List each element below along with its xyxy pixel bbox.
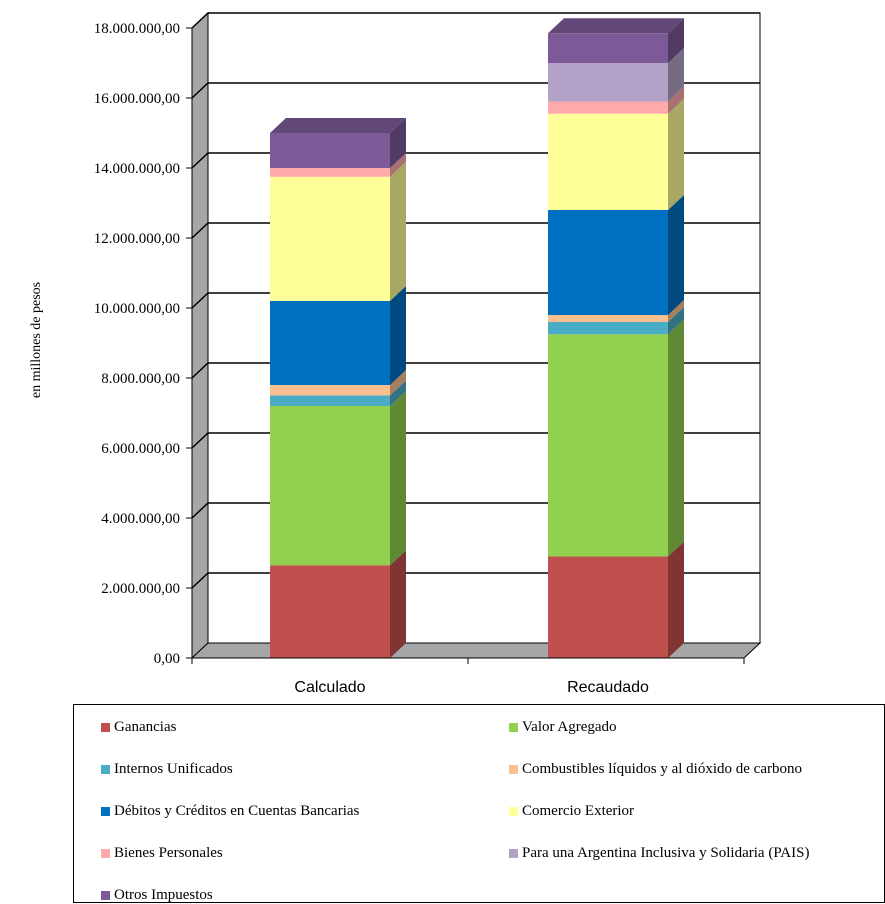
y-tick-label: 16.000.000,00 <box>94 91 180 107</box>
gridline <box>191 12 760 29</box>
x-category-labels: Calculado Recaudado <box>294 679 649 696</box>
legend-item: Débitos y Créditos en Cuentas Bancarias <box>101 803 359 820</box>
legend-swatch <box>509 723 518 732</box>
legend-swatch <box>509 849 518 858</box>
bar-segment-side <box>390 153 406 177</box>
bar-segment <box>270 395 390 406</box>
legend-swatch <box>101 849 110 858</box>
bar-segment-side <box>390 161 406 301</box>
bar-segment <box>270 406 390 566</box>
bar-segment-side <box>390 118 406 168</box>
legend-label: Para una Argentina Inclusiva y Solidaria… <box>522 845 810 861</box>
legend-swatch <box>509 765 518 774</box>
bar-segment <box>548 322 668 335</box>
bar-segment-side <box>390 286 406 385</box>
bar-segment-side <box>390 380 406 406</box>
bar-segment <box>270 168 390 177</box>
bar-segment-side <box>668 541 684 658</box>
legend-label: Otros Impuestos <box>114 887 213 903</box>
legend-item: Valor Agregado <box>509 719 617 736</box>
bar-segment <box>548 63 668 102</box>
y-tick-label: 2.000.000,00 <box>101 581 180 597</box>
legend-item: Bienes Personales <box>101 845 223 862</box>
legend-label: Internos Unificados <box>114 761 233 777</box>
bar-segment <box>548 113 668 210</box>
legend-label: Ganancias <box>114 719 177 735</box>
x-category-label: Recaudado <box>567 679 649 696</box>
legend-swatch <box>101 891 110 900</box>
legend-label: Combustibles líquidos y al dióxido de ca… <box>522 761 802 777</box>
bar-segment <box>270 385 390 396</box>
bar-segment-side <box>390 391 406 566</box>
legend-swatch <box>101 723 110 732</box>
bar-segment <box>548 101 668 114</box>
bar-segment-side <box>390 370 406 396</box>
legend-item: Otros Impuestos <box>101 887 213 904</box>
y-tick-labels: 0,00 2.000.000,00 4.000.000,00 6.000.000,00… <box>94 21 180 667</box>
bar-segment <box>270 301 390 385</box>
legend-item: Para una Argentina Inclusiva y Solidaria… <box>509 845 809 862</box>
legend-label: Débitos y Créditos en Cuentas Bancarias <box>114 803 360 819</box>
bar-segment-side <box>668 300 684 322</box>
bar-segment-side <box>668 307 684 335</box>
y-tick-label: 8.000.000,00 <box>101 371 180 387</box>
bar-segment-side <box>668 319 684 557</box>
bar-segment <box>548 33 668 63</box>
axes <box>186 27 745 664</box>
bar-segment-side <box>668 48 684 102</box>
legend-label: Bienes Personales <box>114 845 223 861</box>
bar-segment <box>548 315 668 322</box>
stacked-bar-chart: 0,00 2.000.000,00 4.000.000,00 6.000.000,00… <box>29 11 762 696</box>
legend-swatch <box>101 807 110 816</box>
legend-item: Combustibles líquidos y al dióxido de ca… <box>509 761 802 778</box>
bar-top-face <box>548 18 684 34</box>
bar-segment-side <box>668 86 684 114</box>
legend-item: Ganancias <box>101 719 176 736</box>
bar-segment <box>548 556 668 658</box>
y-tick-label: 12.000.000,00 <box>94 231 180 247</box>
legend: Ganancias Valor Agregado Internos Unificad… <box>73 704 885 903</box>
bar-segment-side <box>668 195 684 315</box>
side-wall <box>191 11 209 660</box>
y-tick-label: 18.000.000,00 <box>94 21 180 37</box>
bar-segment <box>270 565 390 658</box>
y-axis-label: en millones de pesos <box>29 282 44 398</box>
x-category-label: Calculado <box>294 679 365 696</box>
bar-segment-side <box>668 98 684 210</box>
legend-item: Comercio Exterior <box>509 803 634 820</box>
bars <box>270 18 684 658</box>
y-tick-label: 14.000.000,00 <box>94 161 180 177</box>
bar-segment <box>548 334 668 557</box>
y-tick-label: 0,00 <box>154 651 180 667</box>
y-tick-label: 6.000.000,00 <box>101 441 180 457</box>
y-tick-label: 10.000.000,00 <box>94 301 180 317</box>
legend-label: Comercio Exterior <box>522 803 635 819</box>
bar-top-face <box>270 118 406 133</box>
legend-item: Internos Unificados <box>101 761 233 778</box>
legend-swatch <box>101 765 110 774</box>
bar-segment <box>548 210 668 315</box>
y-tick-label: 4.000.000,00 <box>101 511 180 527</box>
legend-label: Valor Agregado <box>522 719 617 735</box>
legend-swatch <box>509 807 518 816</box>
bar-segment-side <box>390 550 406 658</box>
bar-segment <box>270 133 390 168</box>
bar-segment <box>270 176 390 301</box>
bar-segment-side <box>668 18 684 63</box>
